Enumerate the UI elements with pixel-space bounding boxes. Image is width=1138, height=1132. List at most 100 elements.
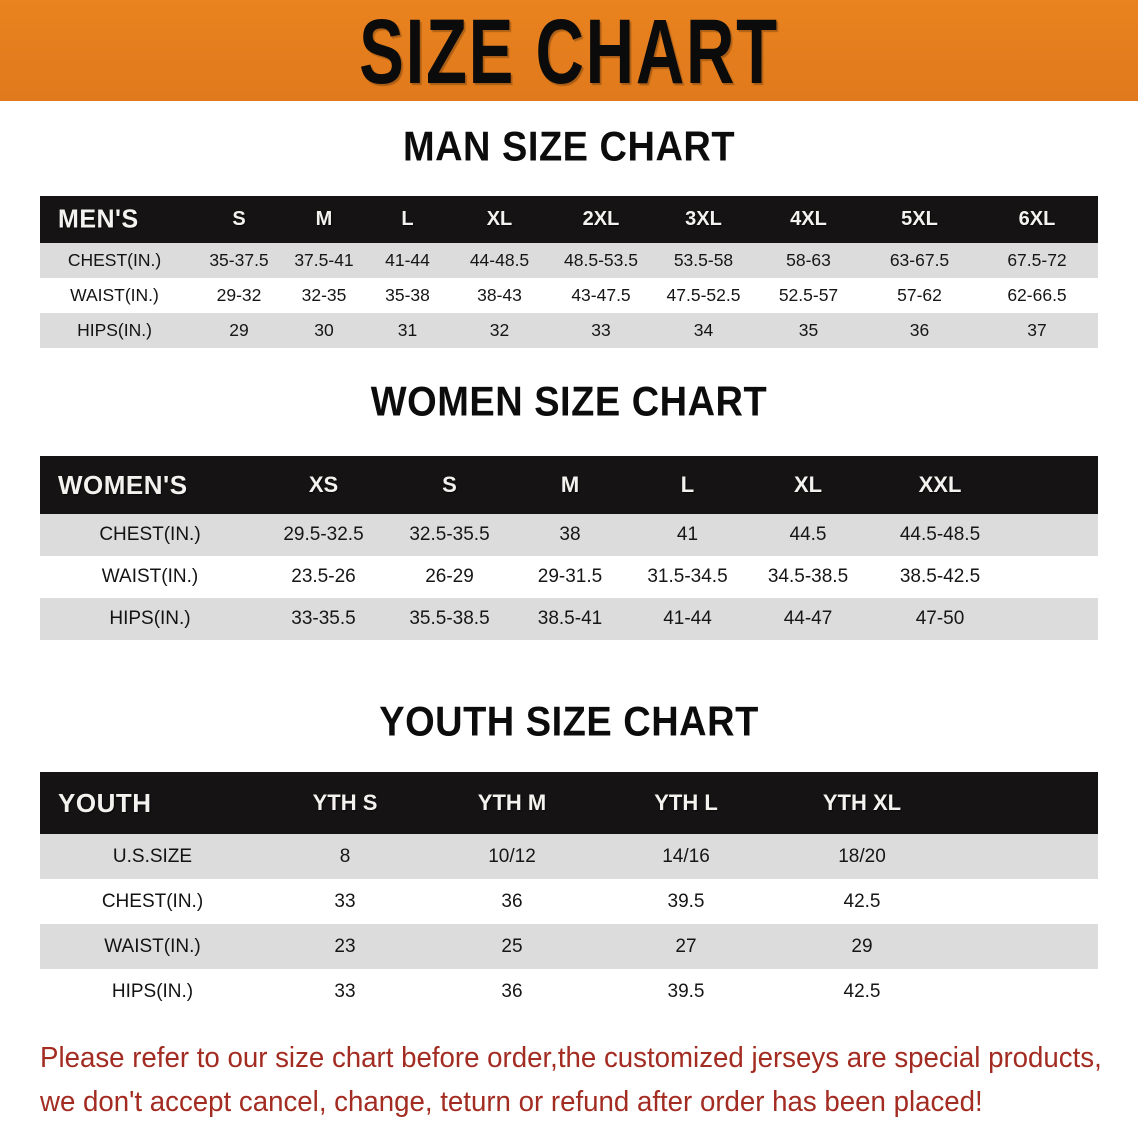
youth-chest-l: 39.5: [667, 890, 705, 912]
youth-row-spacer: [951, 969, 1098, 1014]
women-waist-xl: 34.5-38.5: [767, 566, 849, 587]
women-hips-xl: 44-47: [783, 608, 833, 629]
youth-size-col-l: YTH L: [654, 790, 718, 815]
women-row-spacer: [1011, 598, 1098, 640]
man-row-label-hips: HIPS(IN.): [77, 320, 152, 340]
youth-ussize-m: 10/12: [488, 845, 536, 867]
youth-row-spacer: [951, 834, 1098, 879]
youth-hips-s: 33: [334, 980, 356, 1002]
women-size-col-xxl: XXL: [918, 472, 962, 497]
table-row: HIPS(IN.) 29 30 31 32 33 34 35 36 37: [40, 313, 1098, 348]
table-row: WAIST(IN.) 29-32 32-35 35-38 38-43 43-47…: [40, 278, 1098, 313]
women-corner-label: WOMEN'S: [58, 469, 188, 500]
women-size-col-xl: XL: [793, 472, 823, 497]
youth-table-header-row: YOUTH YTH S YTH M YTH L YTH XL: [40, 772, 1098, 834]
youth-chest-m: 36: [501, 890, 523, 912]
man-size-col-3xl: 3XL: [685, 208, 722, 230]
man-chest-2xl: 48.5-53.5: [564, 250, 638, 270]
youth-waist-s: 23: [334, 935, 356, 957]
man-row-label-chest: CHEST(IN.): [67, 250, 162, 270]
youth-waist-l: 27: [675, 935, 697, 957]
youth-row-label-ussize: U.S.SIZE: [112, 845, 193, 867]
women-chest-s: 32.5-35.5: [409, 524, 490, 545]
man-chest-5xl: 63-67.5: [889, 250, 950, 270]
man-size-col-2xl: 2XL: [582, 208, 620, 230]
women-size-col-s: S: [442, 472, 457, 497]
youth-waist-xl: 29: [851, 935, 873, 957]
man-waist-m: 32-35: [301, 285, 347, 305]
youth-header-spacer: [951, 772, 1098, 834]
youth-row-label-waist: WAIST(IN.): [104, 935, 201, 957]
women-chest-l: 41: [676, 524, 699, 545]
youth-size-col-m: YTH M: [477, 790, 547, 815]
women-chest-xs: 29.5-32.5: [283, 524, 364, 545]
man-hips-2xl: 33: [591, 320, 611, 340]
women-waist-m: 29-31.5: [537, 566, 603, 587]
youth-hips-xl: 42.5: [843, 980, 881, 1002]
man-chest-4xl: 58-63: [786, 250, 831, 270]
man-chest-6xl: 67.5-72: [1007, 250, 1067, 270]
man-size-col-6xl: 6XL: [1018, 208, 1056, 230]
table-row: CHEST(IN.) 35-37.5 37.5-41 41-44 44-48.5…: [40, 243, 1098, 278]
table-row: WAIST(IN.) 23.5-26 26-29 29-31.5 31.5-34…: [40, 556, 1098, 598]
women-row-label-waist: WAIST(IN.): [101, 566, 199, 587]
man-hips-l: 31: [397, 320, 418, 340]
women-row-spacer: [1011, 556, 1098, 598]
women-waist-xxl: 38.5-42.5: [899, 566, 981, 587]
man-size-col-s: S: [232, 208, 246, 230]
women-section-title: WOMEN SIZE CHART: [370, 379, 768, 426]
man-chest-s: 35-37.5: [209, 250, 269, 270]
man-chest-xl: 44-48.5: [469, 250, 530, 270]
youth-section-title: YOUTH SIZE CHART: [379, 699, 759, 746]
man-row-label-waist: WAIST(IN.): [70, 285, 159, 305]
women-waist-s: 26-29: [425, 566, 474, 587]
women-row-label-hips: HIPS(IN.): [109, 608, 191, 629]
man-size-col-m: M: [315, 208, 333, 230]
youth-ussize-l: 14/16: [662, 845, 710, 867]
women-table-header-row: WOMEN'S XS S M L XL XXL: [40, 456, 1098, 514]
youth-waist-m: 25: [501, 935, 523, 957]
women-size-col-m: M: [560, 472, 580, 497]
youth-hips-m: 36: [501, 980, 523, 1002]
man-waist-5xl: 57-62: [897, 285, 942, 305]
man-hips-5xl: 36: [909, 320, 930, 340]
man-size-col-4xl: 4XL: [790, 208, 827, 230]
man-hips-4xl: 35: [798, 320, 819, 340]
man-chest-m: 37.5-41: [294, 250, 354, 270]
man-hips-s: 29: [229, 320, 249, 340]
women-hips-l: 41-44: [663, 608, 712, 629]
youth-row-label-hips: HIPS(IN.): [111, 980, 194, 1002]
women-size-col-l: L: [680, 472, 695, 497]
youth-row-spacer: [951, 924, 1098, 969]
man-section-title: MAN SIZE CHART: [402, 124, 736, 171]
table-row: WAIST(IN.) 23 25 27 29: [40, 924, 1098, 969]
women-hips-xxl: 47-50: [915, 608, 965, 629]
women-size-table: WOMEN'S XS S M L XL XXL CHEST(IN.) 29.5-…: [40, 456, 1098, 640]
women-hips-s: 35.5-38.5: [409, 608, 490, 629]
youth-ussize-xl: 18/20: [838, 845, 886, 867]
man-waist-l: 35-38: [385, 285, 430, 305]
man-hips-m: 30: [314, 320, 334, 340]
women-chest-xl: 44.5: [789, 524, 827, 545]
youth-size-col-xl: YTH XL: [822, 790, 902, 815]
man-size-table: MEN'S S M L XL 2XL 3XL 4XL 5XL 6XL CHEST…: [40, 196, 1098, 348]
man-corner-label: MEN'S: [58, 204, 139, 234]
disclaimer-note: Please refer to our size chart before or…: [40, 1036, 1102, 1124]
women-chest-xxl: 44.5-48.5: [899, 524, 981, 545]
man-waist-6xl: 62-66.5: [1007, 285, 1067, 305]
man-size-col-l: L: [401, 208, 414, 230]
man-waist-xl: 38-43: [477, 285, 522, 305]
man-waist-2xl: 43-47.5: [571, 285, 631, 305]
disclaimer-line-2: we don't accept cancel, change, teturn o…: [40, 1086, 983, 1118]
table-row: HIPS(IN.) 33 36 39.5 42.5: [40, 969, 1098, 1014]
youth-ussize-s: 8: [339, 845, 351, 867]
table-row: CHEST(IN.) 33 36 39.5 42.5: [40, 879, 1098, 924]
women-waist-l: 31.5-34.5: [647, 566, 728, 587]
man-size-col-5xl: 5XL: [901, 208, 938, 230]
man-size-col-xl: XL: [486, 208, 513, 230]
women-row-spacer: [1011, 514, 1098, 556]
man-waist-4xl: 52.5-57: [778, 285, 839, 305]
youth-size-col-s: YTH S: [312, 790, 378, 815]
table-row: HIPS(IN.) 33-35.5 35.5-38.5 38.5-41 41-4…: [40, 598, 1098, 640]
